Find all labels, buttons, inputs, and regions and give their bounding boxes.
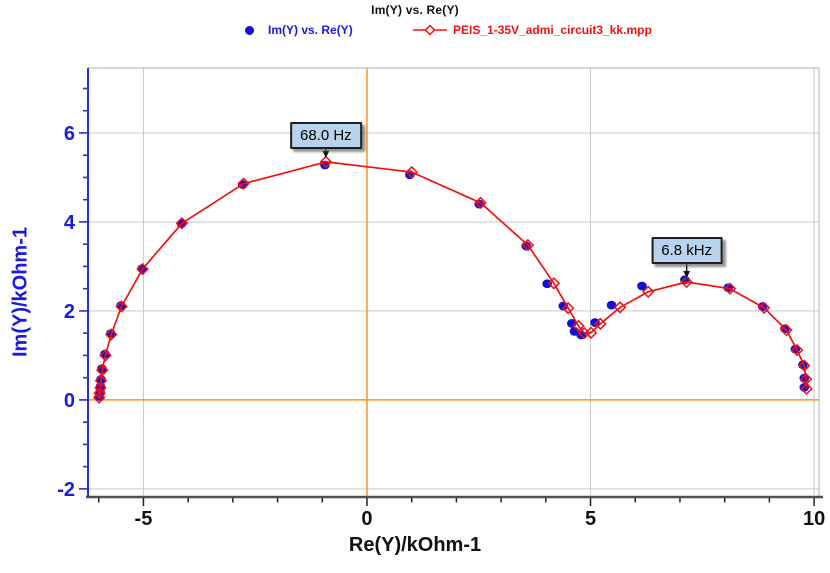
x-ticks: -5 0 5 10 bbox=[97, 498, 825, 530]
fit-diamond-marker bbox=[115, 300, 128, 313]
y-tick-label: 4 bbox=[64, 212, 76, 234]
fit-diamond-marker bbox=[96, 363, 109, 377]
fit-diamond-marker bbox=[561, 301, 575, 315]
fit-diamond-marker bbox=[594, 317, 607, 331]
annotation-arrowhead-icon bbox=[322, 150, 330, 158]
annotation-box-68hz[interactable]: 68.0 Hz bbox=[289, 121, 362, 149]
x-tick-label: -5 bbox=[135, 508, 153, 530]
legend-circle-marker-icon bbox=[245, 25, 254, 35]
fit-diamond-marker bbox=[136, 262, 149, 276]
fit-diamond-marker bbox=[521, 238, 535, 252]
fit-diamond-marker bbox=[94, 381, 107, 395]
fit-diamond-marker bbox=[680, 275, 693, 289]
fit-diamond-marker bbox=[757, 301, 771, 315]
legend-label-fit: PEIS_1-35V_admi_circuit3_kk.mpp bbox=[453, 23, 652, 37]
annotation-box-6-8khz[interactable]: 6.8 kHz bbox=[651, 237, 723, 264]
fit-diamond-marker bbox=[800, 382, 813, 396]
fit-diamond-marker bbox=[94, 374, 108, 388]
fit-diamond-marker bbox=[319, 155, 333, 169]
legend-item-fit[interactable]: PEIS_1-35V_admi_circuit3_kk.mpp bbox=[413, 23, 652, 37]
y-tick-label: 0 bbox=[64, 390, 75, 412]
x-tick-label: 0 bbox=[361, 508, 372, 530]
gridlines bbox=[88, 68, 819, 496]
fit-diamond-marker bbox=[797, 359, 811, 372]
annotation-arrowhead-icon bbox=[683, 271, 691, 278]
fit-diamond-marker bbox=[237, 177, 250, 190]
y-tick-label: -2 bbox=[57, 479, 75, 501]
fit-diamond-marker bbox=[104, 328, 118, 341]
fit-diamond-marker bbox=[175, 217, 189, 230]
fit-diamond-marker bbox=[405, 165, 418, 179]
legend-item-measured[interactable]: Im(Y) vs. Re(Y) bbox=[245, 23, 353, 37]
chart-title: Im(Y) vs. Re(Y) bbox=[371, 3, 459, 17]
y-tick-label: 2 bbox=[64, 301, 75, 323]
x-axis-title: Re(Y)/kOhm-1 bbox=[348, 534, 482, 556]
measured-point bbox=[637, 281, 647, 291]
y-ticks: -2 0 2 4 6 bbox=[57, 87, 88, 501]
measured-point bbox=[590, 318, 600, 327]
y-tick-label: 6 bbox=[64, 123, 75, 145]
fit-diamond-marker bbox=[723, 282, 737, 295]
series-measured bbox=[94, 160, 810, 401]
fit-diamond-marker bbox=[613, 301, 627, 314]
fit-diamond-marker bbox=[572, 319, 585, 333]
fit-diamond-marker bbox=[547, 277, 561, 290]
fit-diamond-marker bbox=[584, 326, 598, 339]
fit-diamond-marker bbox=[790, 343, 804, 357]
fit-diamond-marker bbox=[641, 285, 655, 299]
x-tick-label: 5 bbox=[585, 508, 596, 530]
fit-diamond-marker bbox=[99, 349, 112, 362]
legend-label-measured: Im(Y) vs. Re(Y) bbox=[268, 23, 353, 37]
legend-diamond-marker-icon bbox=[413, 24, 447, 36]
fit-line bbox=[98, 161, 808, 398]
fit-diamond-marker bbox=[474, 196, 487, 210]
y-axis-title: Im(Y)/kOhm-1 bbox=[9, 226, 32, 358]
x-tick-label: 10 bbox=[803, 508, 825, 530]
fit-diamond-marker bbox=[780, 323, 793, 337]
series-fit bbox=[92, 155, 813, 404]
